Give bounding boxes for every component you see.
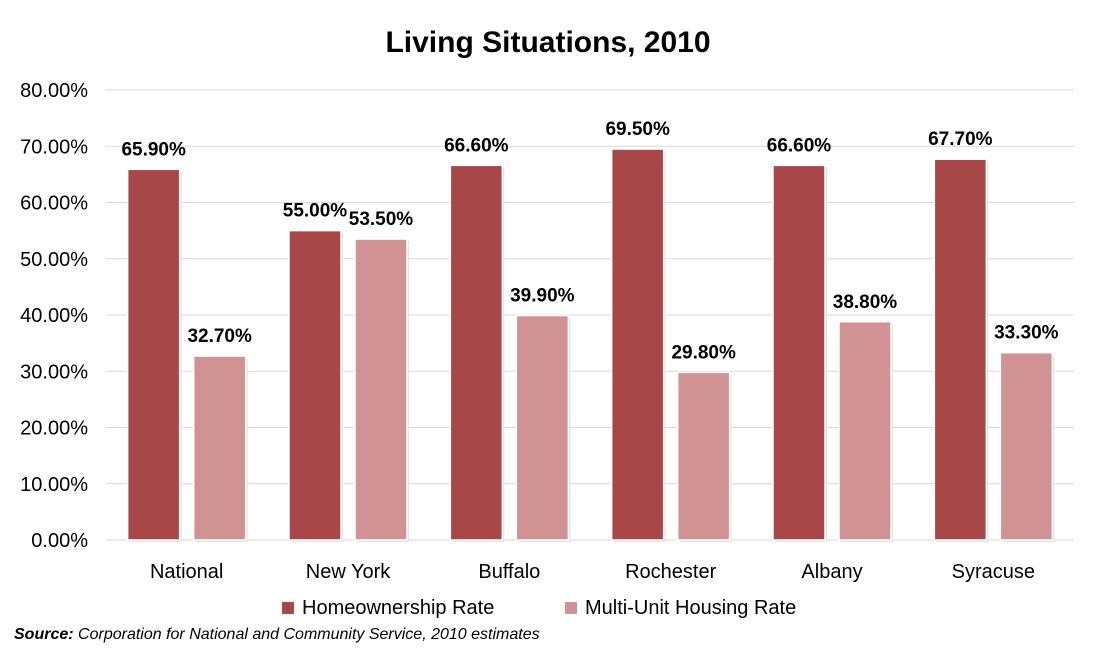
data-label: 29.80% (671, 342, 736, 363)
y-tick-label: 70.00% (20, 136, 88, 158)
y-tick-label: 60.00% (20, 193, 88, 215)
bar-homeownership (933, 158, 988, 541)
source-label: Source: (14, 626, 74, 643)
bar-multi-unit (676, 371, 731, 541)
source-note: Source: Corporation for National and Com… (14, 626, 540, 644)
data-label: 53.50% (349, 209, 414, 230)
bar-homeownership (449, 164, 504, 541)
x-category-label: Rochester (625, 561, 716, 583)
y-tick-label: 30.00% (20, 361, 88, 383)
legend-swatch (565, 602, 577, 614)
x-category-label: Albany (801, 561, 862, 583)
y-tick-label: 40.00% (20, 305, 88, 327)
bar-multi-unit (515, 314, 570, 541)
y-tick-label: 0.00% (31, 530, 88, 552)
legend: Homeownership Rate Multi-Unit Housing Rat… (282, 597, 796, 619)
bar-homeownership (288, 229, 342, 541)
data-label: 66.60% (444, 135, 509, 156)
bar-chart: Living Situations, 2010 0.00% 10.00% 20.00… (20, 26, 1074, 619)
data-label: 38.80% (833, 292, 898, 313)
source-text: Corporation for National and Community S… (78, 626, 540, 643)
gridlines (106, 89, 1074, 541)
bar-homeownership (772, 164, 826, 541)
y-tick-label: 20.00% (20, 418, 88, 440)
bar-multi-unit (999, 351, 1054, 541)
data-label: 69.50% (605, 119, 670, 140)
bars (126, 148, 1055, 542)
chart-title: Living Situations, 2010 (385, 26, 710, 59)
data-label: 33.30% (994, 323, 1059, 344)
y-axis-ticks: 0.00% 10.00% 20.00% 30.00% 40.00% 50.00% 60.00… (20, 80, 88, 552)
data-label: 66.60% (767, 135, 832, 156)
bar-multi-unit (838, 321, 892, 541)
bar-multi-unit (354, 238, 408, 541)
data-label: 55.00% (283, 201, 348, 222)
x-category-label: National (150, 561, 223, 583)
bar-multi-unit (192, 355, 247, 541)
data-label: 65.90% (121, 139, 186, 160)
data-label: 32.70% (187, 326, 252, 347)
data-labels: 65.90% 32.70% 55.00% 53.50% 66.60% 39.90% 69.5… (121, 119, 1058, 363)
y-tick-label: 50.00% (20, 249, 88, 271)
x-category-label: Syracuse (952, 561, 1035, 583)
y-tick-label: 80.00% (20, 80, 88, 102)
data-label: 39.90% (510, 286, 575, 307)
bar-homeownership (610, 148, 665, 541)
legend-label: Homeownership Rate (302, 597, 494, 619)
y-tick-label: 10.00% (20, 474, 88, 496)
x-category-label: New York (306, 561, 391, 583)
data-label: 67.70% (928, 129, 993, 150)
legend-label: Multi-Unit Housing Rate (585, 597, 796, 619)
legend-swatch (282, 602, 294, 614)
x-axis-categories: National New York Buffalo Rochester Albany Sy… (150, 561, 1035, 583)
x-category-label: Buffalo (478, 561, 540, 583)
bar-homeownership (126, 168, 181, 541)
